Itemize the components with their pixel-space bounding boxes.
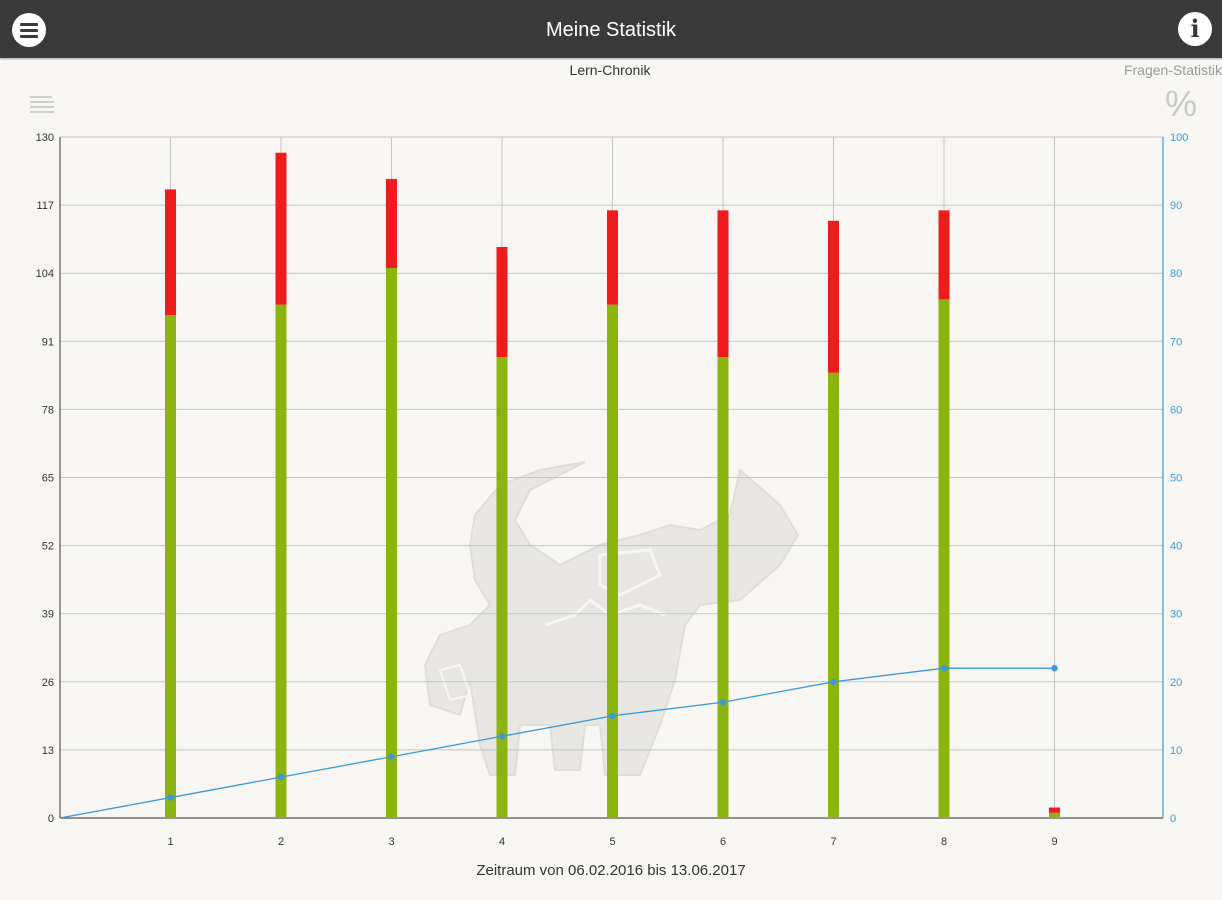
statistics-chart: 0132639526578911041171300102030405060708… — [36, 132, 1189, 848]
x-tick-label: 5 — [609, 836, 615, 848]
y2-tick-label: 50 — [1170, 473, 1182, 485]
y2-tick-label: 10 — [1170, 745, 1182, 757]
x-tick-label: 9 — [1051, 836, 1057, 848]
y2-tick-label: 0 — [1170, 813, 1176, 825]
bar-wrong — [828, 220, 839, 373]
y-tick-label: 65 — [42, 473, 54, 485]
x-tick-label: 1 — [167, 836, 173, 848]
x-tick-label: 7 — [830, 836, 836, 848]
y-tick-label: 13 — [42, 745, 54, 757]
bar-wrong — [165, 189, 176, 316]
line-point — [167, 794, 174, 801]
bar-wrong — [275, 152, 287, 305]
y-tick-label: 52 — [42, 541, 54, 553]
bar-correct — [165, 315, 176, 818]
y-tick-label: 130 — [36, 132, 54, 144]
line-point — [1051, 664, 1058, 672]
y2-tick-label: 60 — [1170, 404, 1182, 416]
bar-wrong — [496, 247, 508, 358]
app-bar: Meine Statistik i — [0, 0, 1222, 58]
hamburger-menu-icon[interactable] — [12, 13, 46, 47]
bar-correct — [275, 304, 287, 819]
line-series — [59, 667, 1055, 819]
bar-wrong — [607, 210, 618, 305]
tab-lern-chronik[interactable]: Lern-Chronik — [569, 62, 651, 78]
x-tick-label: 4 — [499, 836, 505, 848]
bar-correct — [717, 357, 729, 818]
y-tick-label: 39 — [42, 609, 54, 621]
line-point — [498, 733, 506, 740]
y-tick-label: 0 — [48, 813, 54, 825]
bar-correct — [386, 267, 397, 818]
y2-tick-label: 100 — [1170, 132, 1188, 144]
x-tick-label: 8 — [941, 836, 947, 848]
y2-tick-label: 80 — [1170, 268, 1182, 280]
bar-correct — [1049, 812, 1060, 818]
list-icon[interactable] — [30, 96, 54, 114]
y2-tick-label: 30 — [1170, 609, 1182, 621]
line-point — [719, 699, 727, 706]
y2-tick-label: 70 — [1170, 336, 1182, 348]
bar-wrong — [386, 178, 397, 268]
bar-correct — [607, 304, 618, 819]
bar-correct — [828, 372, 839, 818]
line-point — [388, 753, 395, 760]
bar-wrong — [717, 210, 729, 358]
x-tick-label: 2 — [278, 836, 284, 848]
x-tick-label: 6 — [720, 836, 726, 848]
percent-icon[interactable]: % — [1164, 83, 1197, 124]
info-icon[interactable]: i — [1178, 12, 1212, 46]
y-tick-label: 104 — [36, 268, 54, 280]
page-title: Meine Statistik — [545, 19, 677, 41]
line-point — [277, 773, 285, 781]
y2-tick-label: 20 — [1170, 677, 1182, 689]
x-tick-label: 3 — [388, 836, 394, 848]
tab-fragen-statistik[interactable]: Fragen-Statistik — [1123, 62, 1222, 78]
bar-wrong — [938, 210, 950, 300]
line-point — [940, 664, 948, 672]
y2-tick-label: 90 — [1170, 200, 1182, 212]
x-axis-label: Zeitraum von 06.02.2016 bis 13.06.2017 — [476, 862, 746, 879]
y-tick-label: 78 — [42, 404, 54, 416]
bar-correct — [496, 357, 508, 818]
line-point — [609, 712, 616, 720]
line-point — [830, 678, 837, 685]
bar-correct — [938, 299, 950, 818]
y-tick-label: 117 — [36, 200, 54, 212]
y-tick-label: 91 — [42, 336, 54, 348]
bar-wrong — [1049, 807, 1060, 813]
y-tick-label: 26 — [42, 677, 54, 689]
y2-tick-label: 40 — [1170, 541, 1182, 553]
